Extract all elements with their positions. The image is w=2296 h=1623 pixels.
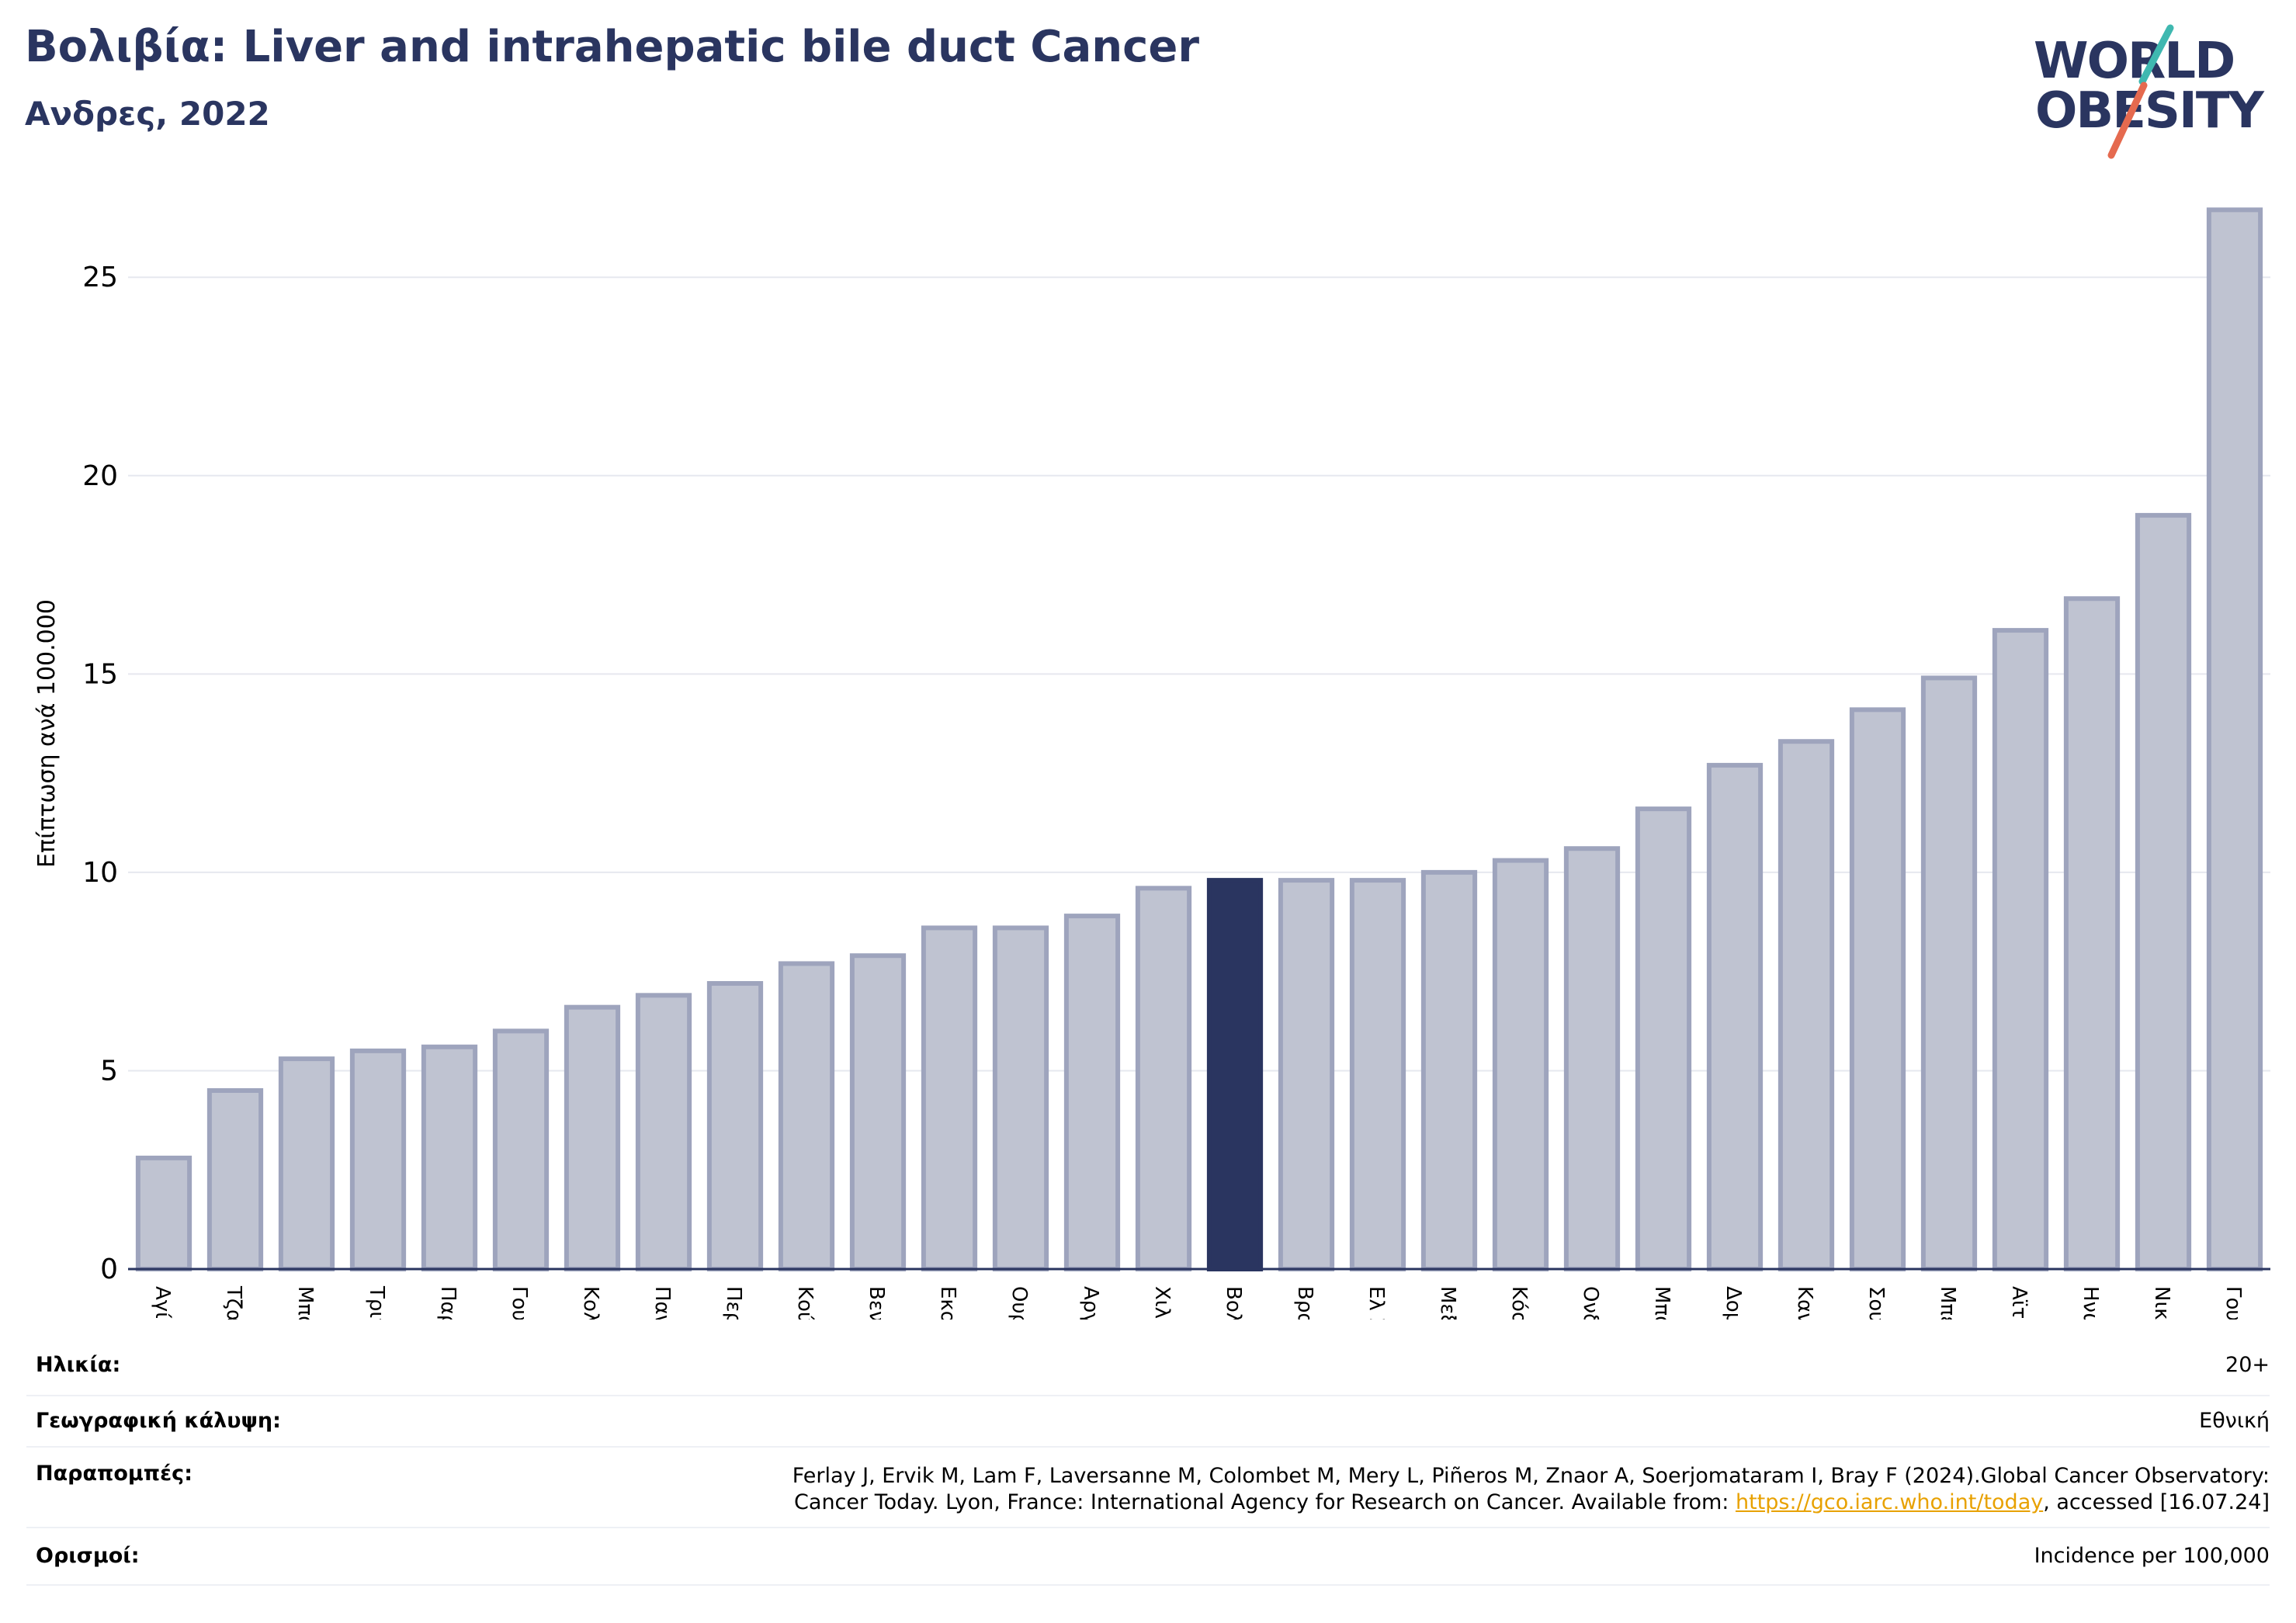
bar	[706, 981, 764, 1271]
references-accessed: , accessed [16.07.24]	[2043, 1490, 2270, 1514]
x-tick-label: Καναδάς	[1793, 1286, 1816, 1320]
y-tick-label: 0	[100, 1254, 118, 1285]
x-tick-label: Εκουαδόρ	[936, 1286, 959, 1320]
meta-row-coverage: Γεωγραφική κάλυψη: Εθνική	[26, 1395, 2270, 1448]
bar	[421, 1044, 478, 1272]
bar	[1063, 914, 1121, 1271]
bar	[278, 1056, 335, 1271]
x-tick-label: Τρινιντάντ και Τομπάγκο	[365, 1285, 388, 1320]
bar	[921, 925, 978, 1271]
x-tick-label: Νικαράγουα	[2150, 1286, 2173, 1320]
x-tick-label: Μπαχάμες	[1650, 1286, 1673, 1320]
y-tick-label: 15	[82, 658, 118, 690]
x-tick-label: Περού	[722, 1286, 745, 1320]
x-tick-label: Ηνωμένες Πολιτείες	[2079, 1286, 2102, 1320]
y-tick-label: 25	[82, 262, 118, 293]
x-tick-label: Βολιβία	[1222, 1286, 1245, 1320]
bar	[778, 961, 835, 1271]
x-tick-label: Παναμάς	[650, 1286, 674, 1320]
bar	[1706, 762, 1764, 1271]
logo-slash-bottom	[2107, 81, 2148, 159]
x-tick-label: Παραγουάη	[436, 1286, 460, 1320]
x-tick-label: Ονδούρα	[1579, 1286, 1602, 1320]
references-label: Παραπομπές:	[36, 1462, 192, 1486]
bar	[564, 1004, 621, 1271]
references-text: Cancer Today. Lyon, France: Internationa…	[794, 1490, 1736, 1514]
y-axis-ticks: 0 5 10 15 20 25	[82, 262, 118, 1285]
bar	[2135, 512, 2192, 1271]
bar	[1635, 806, 1692, 1271]
x-tick-label: Δομινικανή Δημοκρατία	[1722, 1286, 1745, 1320]
bar	[992, 925, 1049, 1271]
y-tick-label: 10	[82, 857, 118, 889]
bar	[2206, 207, 2263, 1271]
bar	[1135, 886, 1192, 1272]
x-tick-label: Τζαμάικα	[222, 1285, 245, 1320]
coverage-value: Εθνική	[2199, 1409, 2270, 1433]
references-link[interactable]: https://gco.iarc.who.int/today	[1735, 1490, 2044, 1514]
x-tick-label: Χιλή	[1150, 1286, 1174, 1320]
x-tick-label: Κολομβία	[579, 1286, 602, 1320]
coverage-label: Γεωγραφική κάλυψη:	[36, 1409, 281, 1433]
x-tick-label: Μεξικό	[1436, 1286, 1459, 1320]
definitions-label: Ορισμοί:	[36, 1544, 140, 1568]
bars: Αγία Λουκία Τζαμάικα Μπαρμπάντος Τρινιντάντ…	[135, 207, 2263, 1320]
logo-slash-top	[2138, 24, 2174, 85]
logo-line1: WORLD	[2034, 33, 2234, 90]
bar-chart: 0 5 10 15 20 25 Επίπτωση ανά 100.000 Αγία Λου…	[33, 207, 2270, 1320]
x-tick-label: Αγία Λουκία	[151, 1286, 174, 1320]
x-tick-label: Ουρουγουάη	[1008, 1286, 1031, 1320]
x-tick-label: Ελ Σαλβαδόρ	[1365, 1286, 1388, 1320]
bar	[1420, 869, 1478, 1272]
bar-highlight	[1206, 878, 1264, 1271]
bar	[206, 1088, 264, 1271]
x-tick-label: Αϊτή	[2007, 1286, 2031, 1320]
bar	[1563, 846, 1621, 1271]
bar	[492, 1028, 550, 1272]
bar	[1920, 675, 1978, 1271]
x-tick-label: Σουρινάμ	[1864, 1286, 1888, 1320]
meta-row-references: Παραπομπές: Ferlay J, Ervik M, Lam F, La…	[26, 1446, 2270, 1528]
references-line2: Cancer Today. Lyon, France: Internationa…	[793, 1489, 2270, 1516]
bar	[849, 953, 907, 1271]
references-line1: Ferlay J, Ervik M, Lam F, Laversanne M, …	[792, 1464, 2270, 1488]
bar	[135, 1155, 192, 1272]
x-tick-label: Κούβα	[793, 1286, 817, 1320]
world-obesity-logo: WORLD OBESITY	[2034, 24, 2266, 159]
bar	[1349, 878, 1406, 1271]
y-tick-label: 20	[82, 460, 118, 492]
bar	[1278, 878, 1335, 1271]
references-value: Ferlay J, Ervik M, Lam F, Laversanne M, …	[793, 1463, 2270, 1516]
x-tick-label: Μπαρμπάντος	[293, 1286, 317, 1320]
x-tick-label: Γουατεμάλα	[2221, 1286, 2245, 1320]
age-value: 20+	[2225, 1353, 2270, 1377]
definitions-value: Incidence per 100,000	[2034, 1544, 2270, 1568]
chart-subtitle: Ανδρες, 2022	[25, 95, 270, 133]
x-tick-label: Μπελίζ	[1936, 1286, 1959, 1320]
x-tick-label: Κόστα Ρίκα	[1507, 1286, 1531, 1320]
meta-row-age: Ηλικία: 20+	[26, 1331, 2270, 1396]
age-label: Ηλικία:	[36, 1353, 121, 1377]
bar	[2063, 596, 2121, 1271]
logo-line2: OBESITY	[2035, 82, 2264, 140]
meta-row-definitions: Ορισμοί: Incidence per 100,000	[26, 1527, 2270, 1586]
x-tick-label: Αργεντινή	[1079, 1286, 1102, 1320]
gridlines	[128, 276, 2270, 1072]
bar	[1492, 858, 1549, 1271]
y-tick-label: 5	[100, 1055, 118, 1087]
bar	[1992, 628, 2049, 1271]
y-axis-label: Επίπτωση ανά 100.000	[33, 599, 61, 868]
bar	[1849, 707, 1906, 1271]
chart-title: Βολιβία: Liver and intrahepatic bile duc…	[25, 22, 1199, 72]
x-tick-label: Βραζιλία	[1293, 1286, 1316, 1320]
bar	[635, 993, 692, 1272]
x-tick-label: Γουιάνα	[508, 1286, 531, 1320]
bar	[349, 1048, 407, 1272]
bar	[1777, 739, 1835, 1271]
x-tick-label: Βενεζουέλα	[865, 1286, 888, 1320]
